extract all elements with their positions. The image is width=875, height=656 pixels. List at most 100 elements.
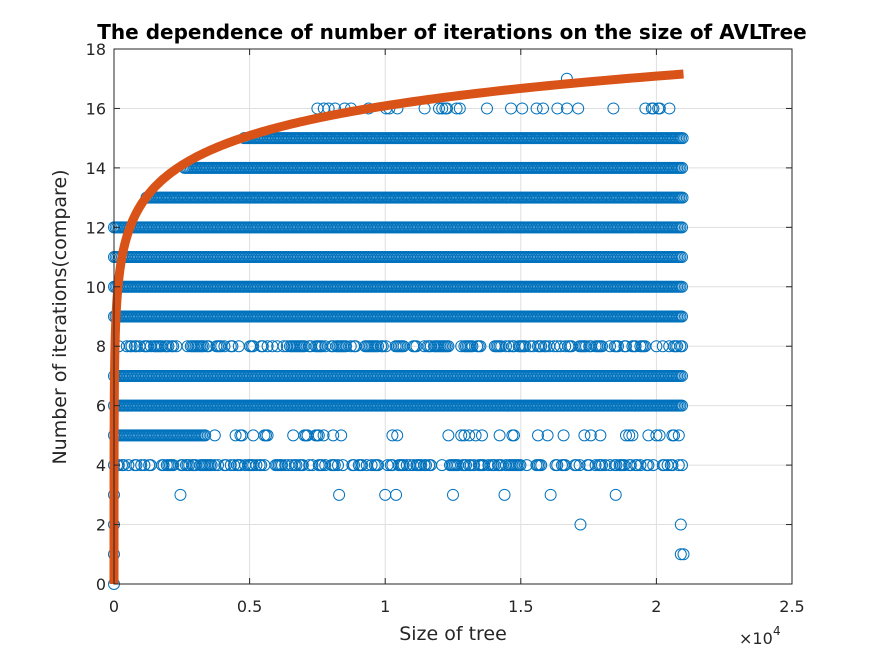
y-tick-label: 18 bbox=[86, 40, 106, 59]
scatter-point bbox=[162, 340, 175, 353]
scatter-point bbox=[135, 459, 148, 472]
scatter-point bbox=[218, 340, 231, 353]
scatter-point bbox=[671, 340, 684, 353]
scatter-point bbox=[663, 102, 676, 115]
scatter-point bbox=[332, 459, 344, 472]
scatter-point bbox=[674, 518, 687, 531]
scatter-point bbox=[676, 280, 688, 293]
scatter-point bbox=[650, 429, 663, 442]
scatter-point bbox=[372, 340, 384, 353]
scatter-point bbox=[453, 102, 466, 115]
scatter-point bbox=[677, 548, 690, 561]
scatter-point bbox=[532, 429, 544, 442]
scatter-point bbox=[335, 429, 348, 442]
scatter-point bbox=[450, 102, 463, 115]
scatter-point bbox=[476, 429, 488, 442]
scatter-point bbox=[676, 132, 689, 145]
scatter-point bbox=[436, 102, 449, 115]
scatter-point bbox=[356, 459, 368, 472]
scatter-point bbox=[634, 459, 647, 472]
scatter-point bbox=[256, 340, 269, 353]
scatter-point bbox=[276, 459, 288, 472]
scatter-point bbox=[541, 429, 554, 442]
scatter-point bbox=[157, 459, 170, 472]
scatter-point bbox=[474, 340, 487, 353]
plot-frame bbox=[113, 48, 793, 585]
x-axis-label: Size of tree bbox=[399, 623, 507, 645]
scatter-point bbox=[629, 340, 642, 353]
scatter-point bbox=[500, 340, 512, 353]
scatter-point bbox=[442, 429, 455, 442]
scatter-point bbox=[516, 102, 529, 115]
scatter-point bbox=[668, 429, 680, 442]
scatter-point bbox=[676, 251, 688, 264]
scatter-point bbox=[365, 459, 378, 472]
scatter-point bbox=[610, 459, 623, 472]
scatter-point bbox=[296, 459, 309, 472]
scatter-point bbox=[604, 340, 616, 353]
scatter-point bbox=[653, 102, 666, 115]
x-tick-label: 0 bbox=[109, 597, 119, 616]
scatter-point bbox=[620, 340, 632, 353]
scatter-point bbox=[466, 340, 479, 353]
scatter-point bbox=[290, 459, 303, 472]
x-tick-label: 1 bbox=[380, 597, 390, 616]
scatter-point bbox=[650, 340, 663, 353]
y-tick-label: 0 bbox=[96, 575, 106, 594]
scatter-point bbox=[447, 488, 459, 501]
scatter-point bbox=[372, 459, 384, 472]
scatter-point bbox=[120, 340, 133, 353]
scatter-point bbox=[666, 459, 679, 472]
scatter-point bbox=[468, 459, 480, 472]
scatter-point bbox=[676, 340, 688, 353]
scatter-point bbox=[226, 340, 239, 353]
scatter-point bbox=[658, 459, 671, 472]
scatter-point bbox=[676, 221, 688, 234]
y-tick-label: 14 bbox=[86, 159, 106, 178]
scatter-point bbox=[642, 459, 655, 472]
scatter-point bbox=[676, 191, 689, 204]
scatter-point bbox=[250, 459, 263, 472]
scatter-point bbox=[674, 548, 687, 561]
scatter-point bbox=[530, 102, 543, 115]
scatter-point bbox=[676, 310, 688, 323]
scatter-point bbox=[247, 340, 260, 353]
x-tick-label: 0.5 bbox=[237, 597, 262, 616]
x-tick-label: 2.5 bbox=[779, 597, 804, 616]
scatter-point bbox=[333, 488, 346, 501]
scatter-point bbox=[340, 340, 352, 353]
scatter-point bbox=[386, 429, 399, 442]
scatter-point bbox=[557, 429, 570, 442]
scatter-point bbox=[205, 459, 218, 472]
scatter-point bbox=[672, 429, 685, 442]
scatter-point bbox=[306, 459, 319, 472]
scatter-point bbox=[261, 340, 274, 353]
scatter-point bbox=[174, 488, 187, 501]
scatter-point bbox=[463, 429, 476, 442]
x-exponent-power: 4 bbox=[773, 624, 781, 638]
scatter-point bbox=[607, 102, 620, 115]
scatter-point bbox=[433, 102, 445, 115]
scatter-point bbox=[460, 459, 472, 472]
scatter-point bbox=[573, 459, 586, 472]
scatter-point bbox=[596, 459, 608, 472]
scatter-point bbox=[584, 429, 597, 442]
scatter-point bbox=[481, 102, 493, 115]
scatter-point bbox=[312, 429, 325, 442]
scatter-point bbox=[672, 459, 685, 472]
scatter-point bbox=[390, 488, 403, 501]
scatter-point bbox=[544, 488, 557, 501]
scatter-point bbox=[537, 102, 549, 115]
scatter-point bbox=[167, 459, 180, 472]
y-axis-label: Number of iterations(compare) bbox=[49, 169, 71, 464]
scatter-point bbox=[535, 340, 548, 353]
scatter-point bbox=[317, 429, 330, 442]
scatter-point bbox=[224, 459, 237, 472]
scatter-point bbox=[319, 459, 332, 472]
scatter-point bbox=[572, 102, 585, 115]
scatter-point bbox=[676, 369, 688, 382]
scatter-point bbox=[327, 429, 340, 442]
scatter-point bbox=[639, 102, 652, 115]
scatter-point bbox=[519, 340, 532, 353]
